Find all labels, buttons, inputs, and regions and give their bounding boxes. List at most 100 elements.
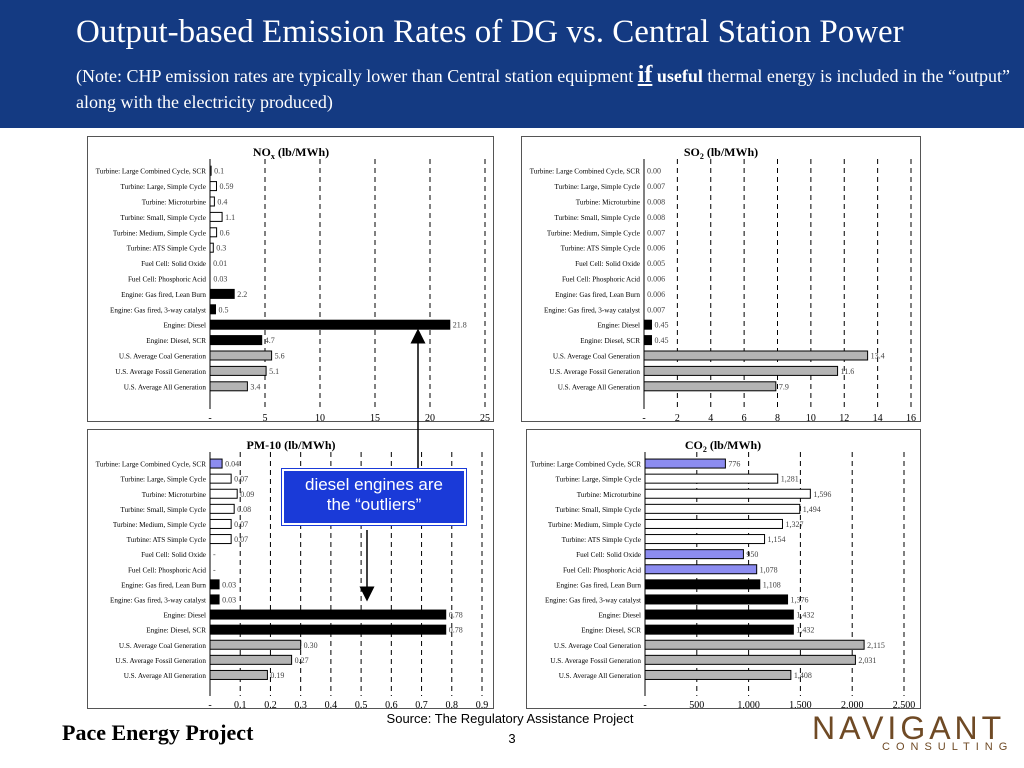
co2-value-label: 1,327: [785, 520, 803, 529]
pm10-tick-label: 0.8: [446, 700, 459, 708]
co2-tick-label: 2,000: [841, 700, 864, 708]
nox-category-label: U.S. Average Fossil Generation: [115, 368, 206, 376]
co2-bar: [644, 549, 744, 560]
so2-category-label: Turbine: Small, Simple Cycle: [554, 214, 640, 222]
nox-category-label: U.S. Average All Generation: [124, 383, 207, 391]
so2-chart: SO2 (lb/MWh) -2 4 6 8 10 12 14 16 Turbine: Large …: [521, 136, 921, 422]
pm10-value-label: 0.04: [225, 460, 239, 469]
co2-category-label: Engine: Gas fired, Lean Burn: [556, 581, 641, 589]
co2-title-rest: (lb/MWh): [707, 438, 761, 452]
pm10-value-label: 0.07: [234, 475, 248, 484]
so2-category-label: Turbine: Microturbine: [576, 199, 640, 207]
pm10-bar: [209, 654, 293, 665]
so2-value-label: 0.45: [655, 336, 669, 345]
so2-category-label: Turbine: Medium, Simple Cycle: [547, 229, 640, 237]
nox-bar: [209, 242, 214, 253]
co2-value-label: 1,408: [794, 671, 812, 680]
pm10-value-label: 0.27: [295, 656, 309, 665]
so2-category-label: U.S. Average Coal Generation: [553, 353, 640, 361]
co2-value-label: 950: [746, 550, 758, 559]
co2-category-label: Fuel Cell: Solid Oxide: [576, 551, 641, 559]
co2-bar: [644, 488, 811, 499]
so2-title-sub: 2: [700, 152, 704, 161]
so2-value-label: 0.007: [647, 182, 665, 191]
pm10-tick-label: 0.5: [355, 700, 368, 708]
nox-value-label: 0.4: [217, 198, 227, 207]
so2-bar: [643, 381, 777, 392]
pm10-value-label: 0.30: [304, 641, 318, 650]
so2-category-label: Fuel Cell: Solid Oxide: [575, 260, 640, 268]
nox-title-sub: x: [271, 152, 275, 161]
co2-tick-label: -: [643, 700, 646, 708]
co2-tick-label: 1,500: [789, 700, 812, 708]
pm10-bar: [209, 609, 447, 620]
so2-chart-title: SO2 (lb/MWh): [684, 145, 758, 161]
pm10-tick-label: 0.6: [385, 700, 398, 708]
co2-category-label: Fuel Cell: Phosphoric Acid: [563, 566, 641, 574]
pm10-bar: [209, 534, 232, 545]
co2-bar: [644, 458, 726, 469]
nox-tick-label: 5: [263, 413, 268, 421]
pm10-value-label: 0.07: [234, 535, 248, 544]
nox-bar: [209, 288, 235, 299]
callout-line2: the “outliers”: [326, 495, 422, 514]
pm10-tick-label: -: [208, 700, 211, 708]
nox-tick-label: 10: [315, 413, 325, 421]
nox-value-label: 0.3: [216, 244, 226, 253]
slide-title: Output-based Emission Rates of DG vs. Ce…: [76, 14, 904, 50]
co2-category-label: Turbine: Large, Simple Cycle: [556, 476, 641, 484]
nox-category-label: Fuel Cell: Phosphoric Acid: [128, 276, 206, 284]
pm10-value-label: 0.09: [240, 490, 254, 499]
co2-bar: [644, 624, 794, 635]
pm10-bar: [209, 579, 220, 590]
pm10-bar: [209, 503, 235, 514]
co2-bar: [644, 669, 792, 680]
pm10-category-label: Engine: Diesel, SCR: [146, 627, 206, 635]
pm10-bar: [209, 639, 302, 650]
co2-value-label: 1,432: [796, 626, 814, 635]
co2-value-label: 1,376: [791, 595, 809, 604]
so2-category-label: Turbine: Large, Simple Cycle: [555, 183, 640, 191]
pm10-category-label: U.S. Average Fossil Generation: [115, 657, 206, 665]
nox-category-label: Engine: Diesel, SCR: [146, 337, 206, 345]
co2-chart-title: CO2 (lb/MWh): [685, 438, 761, 454]
co2-bar: [644, 518, 783, 529]
co2-chart: CO2 (lb/MWh) - 500 1,000 1,500 2,000 2,500 Turb…: [526, 429, 921, 709]
so2-value-label: 0.006: [647, 290, 665, 299]
pm10-category-label: Fuel Cell: Solid Oxide: [141, 551, 206, 559]
nox-tick-label: 25: [480, 413, 490, 421]
pm10-value-label: -: [213, 550, 216, 559]
co2-tick-label: 2,500: [893, 700, 916, 708]
co2-tick-label: 1,000: [737, 700, 760, 708]
nox-tick-label: 20: [425, 413, 435, 421]
nox-chart-svg: NOx (lb/MWh) - 5 10 15 20 25 Turbine: Large Com…: [96, 145, 490, 421]
so2-category-label: Engine: Gas fired, 3-way catalyst: [544, 306, 640, 314]
nox-tick-label: 15: [370, 413, 380, 421]
so2-category-label: Turbine: Large Combined Cycle, SCR: [530, 168, 641, 176]
pm10-value-label: 0.19: [270, 671, 284, 680]
pm10-bar: [209, 473, 232, 484]
nox-bar: [209, 350, 273, 361]
so2-bar: [643, 350, 869, 361]
so2-value-label: 11.6: [841, 367, 855, 376]
pm10-title-main: PM-10 (lb/MWh): [247, 438, 336, 452]
co2-category-label: Turbine: Medium, Simple Cycle: [548, 521, 641, 529]
so2-value-label: 0.45: [655, 321, 669, 330]
pm10-bar: [209, 624, 447, 635]
nox-value-label: 5.6: [275, 352, 285, 361]
co2-title-main: CO: [685, 438, 703, 452]
so2-category-label: U.S. Average Fossil Generation: [549, 368, 640, 376]
so2-title-main: SO: [684, 145, 700, 159]
pm10-category-label: Fuel Cell: Phosphoric Acid: [128, 566, 206, 574]
so2-value-label: 0.008: [647, 213, 665, 222]
so2-category-label: Engine: Diesel, SCR: [580, 337, 640, 345]
co2-bar: [644, 609, 794, 620]
slide-header: Output-based Emission Rates of DG vs. Ce…: [0, 0, 1024, 128]
slide-note: (Note: CHP emission rates are typically …: [76, 62, 1016, 115]
so2-bar: [643, 335, 653, 346]
pm10-chart-title: PM-10 (lb/MWh): [247, 438, 336, 452]
co2-value-label: 1,154: [768, 535, 786, 544]
nox-value-label: 0.6: [220, 228, 230, 237]
nox-value-label: 0.03: [213, 275, 227, 284]
